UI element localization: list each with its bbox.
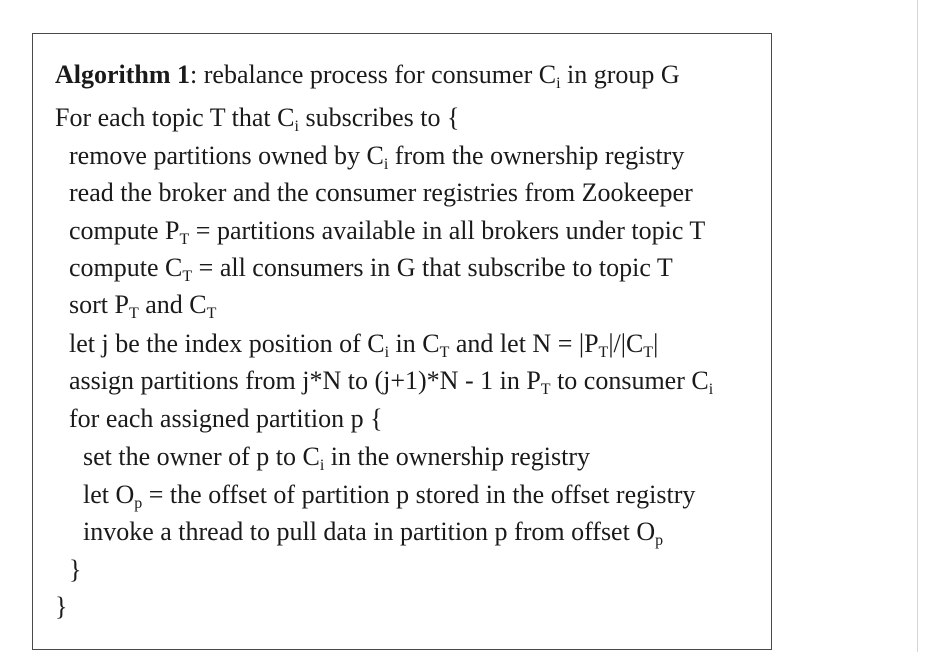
line-text: read the broker and the consumer registr…: [69, 178, 693, 207]
subscript: T: [439, 344, 450, 361]
subscript: T: [540, 381, 551, 398]
subscript: T: [598, 344, 609, 361]
subscript: i: [708, 381, 714, 398]
algorithm-title-sub: i: [556, 75, 561, 92]
subscript: T: [206, 305, 217, 322]
line-text: for each assigned partition p {: [69, 404, 383, 433]
algorithm-line: assign partitions from j*N to (j+1)*N - …: [69, 366, 714, 398]
algorithm-line: compute CT = all consumers in G that sub…: [69, 253, 673, 285]
algorithm-line: let j be the index position of Ci in CT …: [69, 329, 659, 361]
subscript: i: [383, 156, 389, 173]
line-text: from the ownership registry: [388, 141, 685, 170]
algorithm-box: Algorithm 1: rebalance process for consu…: [32, 33, 772, 650]
subscript: T: [182, 268, 193, 285]
algorithm-line: }: [55, 592, 67, 622]
page-edge-divider: [917, 0, 918, 652]
line-text: set the owner of p to C: [83, 442, 320, 471]
line-text: |: [653, 329, 659, 358]
line-text: |/|C: [608, 329, 644, 358]
line-text: in the ownership registry: [324, 442, 591, 471]
algorithm-line: for each assigned partition p {: [69, 404, 383, 434]
subscript: p: [134, 495, 143, 512]
line-text: assign partitions from j*N to (j+1)*N - …: [69, 366, 541, 395]
algorithm-line: read the broker and the consumer registr…: [69, 178, 693, 208]
line-text: sort P: [69, 290, 129, 319]
line-text: in C: [389, 329, 440, 358]
subscript: T: [179, 231, 190, 248]
line-text: }: [69, 555, 82, 584]
algorithm-line: remove partitions owned by Ci from the o…: [69, 141, 685, 173]
line-text: compute P: [69, 216, 180, 245]
algorithm-line: }: [69, 555, 81, 585]
line-text: For each topic T that C: [55, 103, 295, 132]
line-text: }: [55, 592, 68, 621]
algorithm-title: Algorithm 1: rebalance process for consu…: [55, 60, 680, 92]
line-text: let O: [83, 480, 135, 509]
algorithm-line: For each topic T that Ci subscribes to {: [55, 103, 460, 135]
algorithm-title-tail: in group G: [560, 60, 680, 89]
subscript: i: [294, 118, 299, 135]
subscript: i: [384, 344, 390, 361]
subscript: p: [655, 532, 664, 549]
line-text: subscribes to {: [298, 103, 460, 132]
line-text: remove partitions owned by C: [69, 141, 384, 170]
subscript: i: [319, 457, 325, 474]
algorithm-line: compute PT = partitions available in all…: [69, 216, 706, 248]
line-text: = partitions available in all brokers un…: [189, 216, 706, 245]
algorithm-line: let Op = the offset of partition p store…: [83, 480, 696, 512]
line-text: and C: [138, 290, 207, 319]
line-text: = the offset of partition p stored in th…: [142, 480, 696, 509]
line-text: let j be the index position of C: [69, 329, 385, 358]
algorithm-line: sort PT and CT: [69, 290, 217, 322]
algorithm-line: invoke a thread to pull data in partitio…: [83, 517, 664, 549]
line-text: = all consumers in G that subscribe to t…: [192, 253, 673, 282]
subscript: T: [643, 344, 654, 361]
line-text: invoke a thread to pull data in partitio…: [83, 517, 656, 546]
line-text: compute C: [69, 253, 183, 282]
line-text: and let N = |P: [449, 329, 599, 358]
line-text: to consumer C: [550, 366, 709, 395]
subscript: T: [128, 305, 139, 322]
algorithm-label: Algorithm 1: [55, 60, 191, 89]
algorithm-title-text: : rebalance process for consumer C: [190, 60, 557, 89]
algorithm-line: set the owner of p to Ci in the ownershi…: [83, 442, 591, 474]
